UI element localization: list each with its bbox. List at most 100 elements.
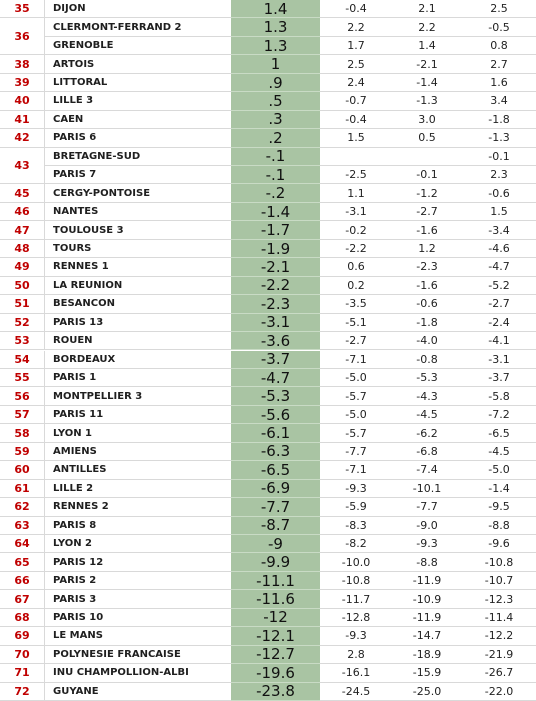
- num-cell: -1.3: [392, 92, 462, 111]
- rank-cell: 55: [0, 368, 45, 388]
- num-cell: -10.7: [462, 572, 536, 591]
- name-cell: LYON 2: [45, 535, 231, 554]
- rank-cell: 38: [0, 55, 45, 74]
- score-cell: -6.5: [231, 461, 320, 480]
- num-cell: -2.5: [320, 166, 392, 185]
- name-cell: PARIS 1: [45, 369, 231, 388]
- name-cell: BRETAGNE-SUD: [45, 148, 231, 167]
- num-cell: 2.8: [320, 646, 392, 665]
- rank-cell: 60: [0, 461, 45, 480]
- num-cell: -7.1: [320, 351, 392, 369]
- score-cell: -8.7: [231, 516, 320, 535]
- name-cell: PARIS 6: [45, 129, 231, 148]
- num-cell: 0.5: [392, 129, 462, 148]
- num-cell: -4.0: [392, 332, 462, 351]
- num-cell: -4.6: [462, 240, 536, 259]
- num-cell: -5.3: [392, 369, 462, 388]
- rank-cell: 48: [0, 239, 45, 259]
- num-cell: -6.5: [462, 424, 536, 443]
- rank-cell: 52: [0, 313, 45, 333]
- rank-cell: 65: [0, 553, 45, 572]
- num-cell: 1.6: [462, 74, 536, 93]
- rank-cell: 69: [0, 627, 45, 646]
- rank-cell: 42: [0, 129, 45, 148]
- rank-cell: 67: [0, 590, 45, 609]
- num-cell: -10.9: [392, 590, 462, 609]
- name-cell: MONTPELLIER 3: [45, 387, 231, 406]
- num-cell: 0.8: [462, 37, 536, 56]
- num-cell: -9.0: [392, 517, 462, 535]
- num-cell: -9.5: [462, 498, 536, 517]
- num-cell: -7.2: [462, 406, 536, 425]
- rank-cell: 56: [0, 387, 45, 406]
- num-cell: -6.2: [392, 424, 462, 443]
- num-cell: -3.1: [462, 351, 536, 369]
- name-cell: GUYANE: [45, 683, 231, 701]
- score-cell: 1.3: [231, 18, 320, 37]
- name-cell: NANTES: [45, 203, 231, 222]
- num-cell: -0.4: [320, 111, 392, 130]
- name-cell: RENNES 2: [45, 498, 231, 517]
- num-cell: -0.1: [392, 166, 462, 185]
- rank-cell: 72: [0, 682, 45, 701]
- score-cell: -1.4: [231, 203, 320, 222]
- num-cell: -3.5: [320, 295, 392, 314]
- name-cell: PARIS 8: [45, 517, 231, 535]
- num-cell: -9.3: [320, 627, 392, 646]
- rank-cell: 71: [0, 664, 45, 683]
- score-cell: -2.3: [231, 295, 320, 314]
- num-cell: -14.7: [392, 627, 462, 646]
- num-cell: -5.0: [320, 406, 392, 425]
- name-cell: CLERMONT-FERRAND 2: [45, 18, 231, 37]
- num-cell: -1.8: [392, 314, 462, 333]
- score-cell: -19.6: [231, 664, 320, 683]
- score-cell: -3.1: [231, 313, 320, 333]
- num-cell: -3.4: [462, 221, 536, 240]
- num-cell: -21.9: [462, 646, 536, 665]
- name-cell: ARTOIS: [45, 55, 231, 74]
- name-cell: PARIS 2: [45, 572, 231, 591]
- num-cell: -3.1: [320, 203, 392, 222]
- num-cell: 3.0: [392, 111, 462, 130]
- score-cell: -11.1: [231, 572, 320, 591]
- score-cell: -12.7: [231, 645, 320, 665]
- score-cell: .3: [231, 110, 320, 130]
- num-cell: -5.7: [320, 424, 392, 443]
- num-cell: -8.2: [320, 535, 392, 554]
- num-cell: -12.3: [462, 590, 536, 609]
- score-cell: -5.6: [231, 406, 320, 425]
- num-cell: 1.5: [462, 203, 536, 222]
- name-cell: LE MANS: [45, 627, 231, 646]
- num-cell: -2.7: [392, 203, 462, 222]
- name-cell: ROUEN: [45, 332, 231, 351]
- num-cell: -0.8: [392, 351, 462, 369]
- score-cell: -12.1: [231, 627, 320, 646]
- num-cell: -11.4: [462, 609, 536, 628]
- name-cell: TOURS: [45, 240, 231, 259]
- score-cell: -.1: [231, 147, 320, 167]
- rank-cell: 57: [0, 405, 45, 425]
- name-cell: RENNES 1: [45, 258, 231, 277]
- num-cell: -4.5: [392, 406, 462, 425]
- rank-cell: 54: [0, 350, 45, 369]
- num-cell: -8.8: [392, 553, 462, 572]
- name-cell: PARIS 12: [45, 553, 231, 572]
- num-cell: -1.6: [392, 221, 462, 240]
- num-cell: -4.1: [462, 332, 536, 351]
- num-cell: -1.4: [462, 480, 536, 499]
- num-cell: -26.7: [462, 664, 536, 683]
- num-cell: -7.7: [392, 498, 462, 517]
- rank-cell: 68: [0, 608, 45, 628]
- name-cell: INU CHAMPOLLION-ALBI: [45, 664, 231, 683]
- name-cell: PARIS 10: [45, 609, 231, 628]
- num-cell: -0.6: [392, 295, 462, 314]
- num-cell: 2.1: [392, 0, 462, 19]
- num-cell: -11.9: [392, 572, 462, 591]
- rank-cell: 70: [0, 645, 45, 665]
- rank-cell: 35: [0, 0, 45, 19]
- rank-cell: 36: [0, 18, 45, 56]
- num-cell: -1.3: [462, 129, 536, 148]
- score-cell: -4.7: [231, 369, 320, 388]
- name-cell: POLYNESIE FRANCAISE: [45, 646, 231, 665]
